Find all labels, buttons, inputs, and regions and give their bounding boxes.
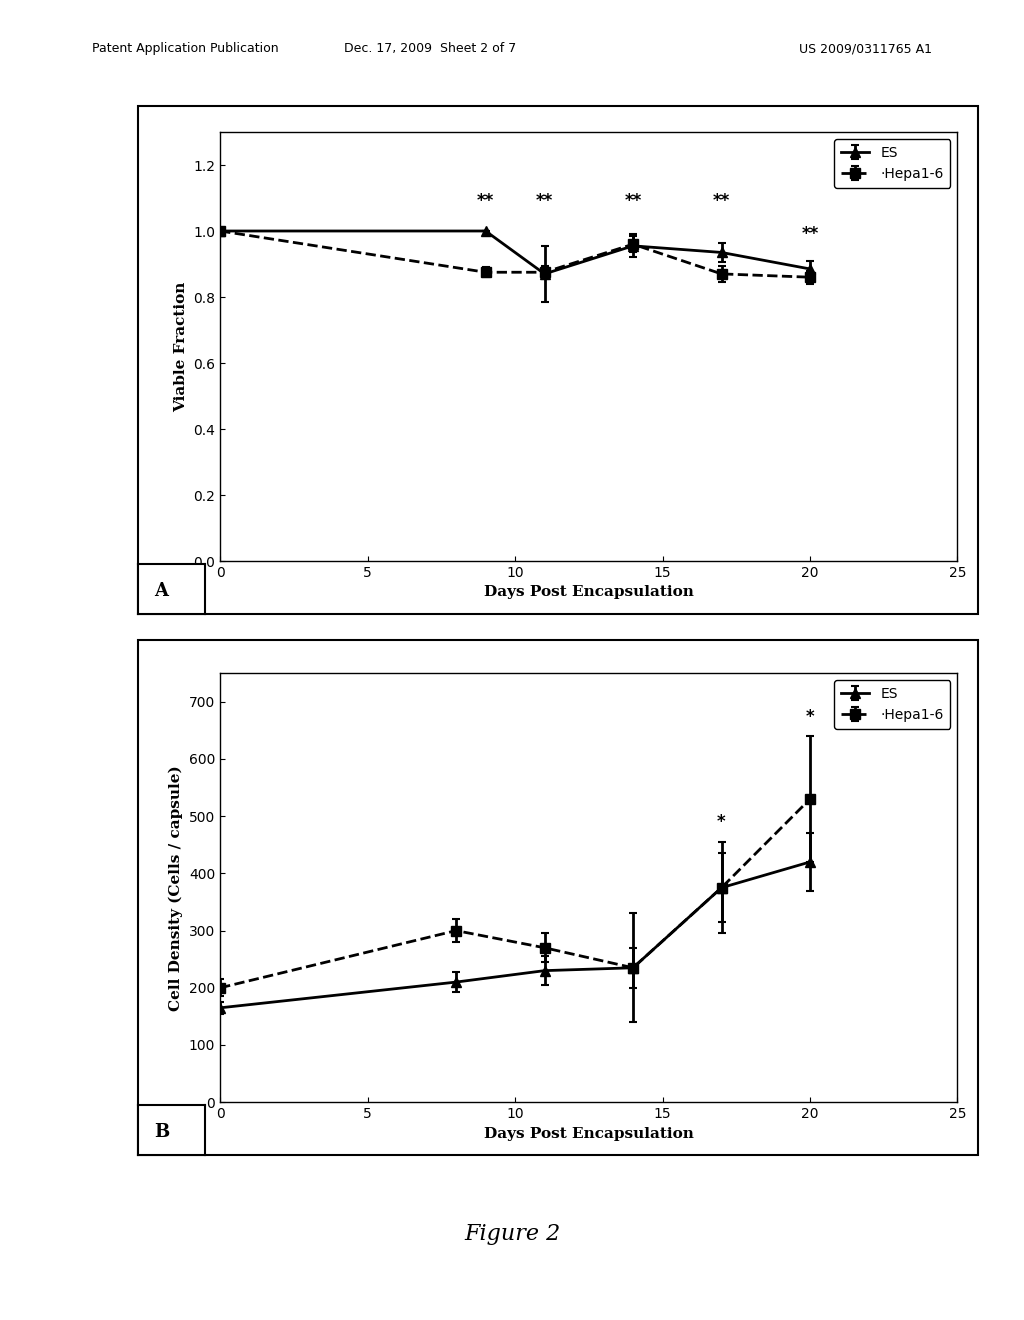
Text: *: * (717, 813, 726, 830)
Y-axis label: Viable Fraction: Viable Fraction (174, 281, 187, 412)
Text: Dec. 17, 2009  Sheet 2 of 7: Dec. 17, 2009 Sheet 2 of 7 (344, 42, 516, 55)
Text: **: ** (713, 191, 730, 210)
Text: *: * (806, 708, 814, 726)
Legend: ES, ·Hepa1-6: ES, ·Hepa1-6 (835, 139, 950, 187)
Text: **: ** (477, 191, 495, 210)
Legend: ES, ·Hepa1-6: ES, ·Hepa1-6 (835, 680, 950, 729)
Text: A: A (155, 582, 169, 601)
Text: Figure 2: Figure 2 (464, 1224, 560, 1245)
Text: Patent Application Publication: Patent Application Publication (92, 42, 279, 55)
Text: B: B (154, 1123, 169, 1142)
Text: **: ** (802, 224, 818, 243)
X-axis label: Days Post Encapsulation: Days Post Encapsulation (484, 1126, 693, 1140)
Text: **: ** (625, 191, 642, 210)
X-axis label: Days Post Encapsulation: Days Post Encapsulation (484, 585, 693, 599)
Text: **: ** (536, 191, 553, 210)
Y-axis label: Cell Density (Cells / capsule): Cell Density (Cells / capsule) (169, 764, 183, 1011)
Text: US 2009/0311765 A1: US 2009/0311765 A1 (799, 42, 932, 55)
